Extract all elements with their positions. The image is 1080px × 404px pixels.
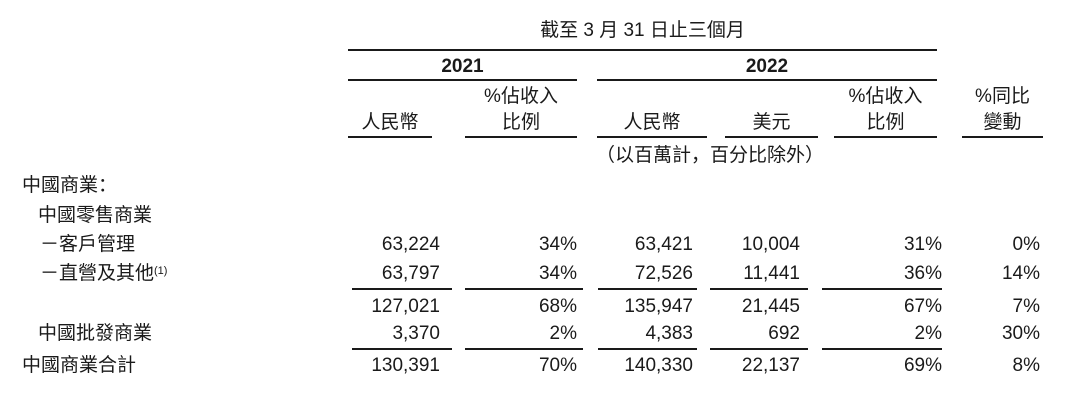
table-cell: 34% xyxy=(538,234,577,255)
divider xyxy=(348,49,937,51)
table-cell: 130,391 xyxy=(371,355,440,376)
table-cell: 11,441 xyxy=(743,263,800,284)
table-cell: 2% xyxy=(914,323,942,344)
col-rmb-2022: 人民幣 xyxy=(623,112,681,133)
table-cell: 22,137 xyxy=(741,355,800,376)
period-header: 截至 3 月 31 日止三個月 xyxy=(540,20,745,41)
table-cell: 14% xyxy=(1001,263,1040,284)
table-cell: 3,370 xyxy=(392,323,440,344)
divider xyxy=(834,136,937,138)
row-label: 中國批發商業 xyxy=(38,323,153,344)
divider xyxy=(598,288,697,290)
col-pct-2022-l1: %佔收入 xyxy=(848,86,923,107)
unit-note: （以百萬計，百分比除外） xyxy=(595,145,824,166)
divider xyxy=(710,288,808,290)
divider xyxy=(465,136,577,138)
footnote-ref: (1) xyxy=(154,265,168,277)
year-2022: 2022 xyxy=(745,56,789,77)
table-cell: 140,330 xyxy=(624,355,693,376)
table-cell: 7% xyxy=(1012,296,1040,317)
divider xyxy=(352,288,452,290)
table-cell: 135,947 xyxy=(624,296,693,317)
divider xyxy=(822,348,942,350)
divider xyxy=(597,79,937,81)
table-cell: 10,004 xyxy=(741,234,800,255)
table-cell: 31% xyxy=(903,234,942,255)
divider xyxy=(352,348,452,350)
table-cell: 36% xyxy=(903,263,942,284)
table-cell: 30% xyxy=(1001,323,1040,344)
col-rmb-2021: 人民幣 xyxy=(361,112,419,133)
divider xyxy=(822,288,942,290)
divider xyxy=(597,136,707,138)
table-cell: 692 xyxy=(768,323,800,344)
row-label: 中國商業合計 xyxy=(22,355,137,376)
divider xyxy=(598,348,697,350)
row-label: 中國商業： xyxy=(22,175,118,196)
row-label: －客戶管理 xyxy=(40,234,136,255)
col-pct-2021-l1: %佔收入 xyxy=(484,86,558,107)
col-pct-2021-l2: 比例 xyxy=(501,112,540,133)
divider xyxy=(962,136,1043,138)
table-cell: 72,526 xyxy=(634,263,693,284)
table-cell: 67% xyxy=(903,296,942,317)
row-label: －直營及其他(1) xyxy=(40,263,168,284)
table-cell: 68% xyxy=(538,296,577,317)
table-cell: 63,797 xyxy=(381,263,440,284)
table-cell: 63,421 xyxy=(634,234,693,255)
table-cell: 4,383 xyxy=(645,323,693,344)
divider xyxy=(348,79,577,81)
table-cell: 0% xyxy=(1012,234,1040,255)
col-pct-2022-l2: 比例 xyxy=(866,112,905,133)
table-cell: 8% xyxy=(1012,355,1040,376)
table-cell: 34% xyxy=(538,263,577,284)
divider xyxy=(725,136,818,138)
divider xyxy=(465,348,583,350)
col-yoy-l2: 變動 xyxy=(983,112,1022,133)
table-cell: 70% xyxy=(538,355,577,376)
divider xyxy=(710,348,808,350)
col-yoy-l1: %同比 xyxy=(975,86,1030,107)
divider xyxy=(465,288,583,290)
table-cell: 63,224 xyxy=(381,234,440,255)
table-cell: 2% xyxy=(549,323,577,344)
divider xyxy=(348,136,432,138)
row-label: 中國零售商業 xyxy=(38,205,153,226)
col-usd-2022: 美元 xyxy=(752,112,791,133)
year-2021: 2021 xyxy=(441,56,484,77)
table-cell: 127,021 xyxy=(371,296,440,317)
table-cell: 69% xyxy=(903,355,942,376)
table-cell: 21,445 xyxy=(741,296,800,317)
